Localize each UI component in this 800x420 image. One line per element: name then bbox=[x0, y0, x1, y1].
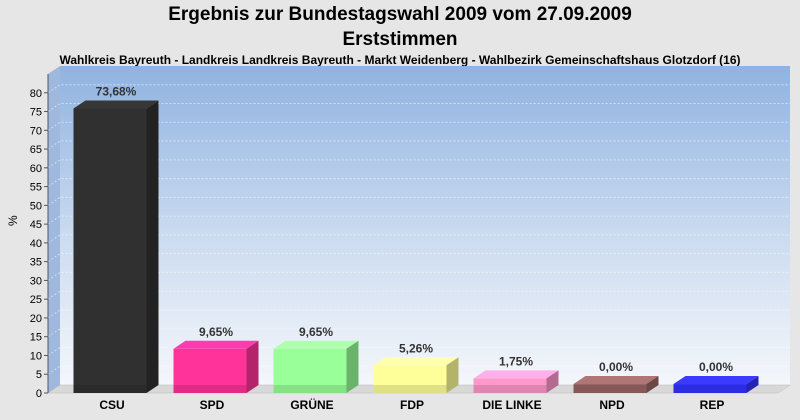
y-tick-label: 80 bbox=[30, 88, 42, 100]
chart-location-subtitle: Wahlkreis Bayreuth - Landkreis Landkreis… bbox=[59, 53, 741, 67]
x-category-label: DIE LINKE bbox=[482, 398, 541, 412]
y-tick-label: 75 bbox=[30, 107, 42, 119]
gridline bbox=[47, 178, 790, 188]
y-tick-label: 55 bbox=[30, 182, 42, 194]
data-label: 0,00% bbox=[599, 360, 633, 374]
bar-fdp bbox=[373, 357, 459, 393]
gridline bbox=[47, 271, 790, 281]
gridline bbox=[47, 84, 790, 94]
gridline bbox=[47, 309, 790, 319]
gridline bbox=[47, 253, 790, 263]
data-label: 9,65% bbox=[299, 325, 333, 339]
gridline bbox=[47, 103, 790, 112]
bar-csu bbox=[73, 100, 159, 394]
gridline bbox=[47, 159, 790, 169]
x-category-label: SPD bbox=[200, 398, 225, 412]
gridline bbox=[47, 196, 790, 206]
data-label: 9,65% bbox=[199, 325, 233, 339]
bar-gr-ne bbox=[273, 340, 359, 393]
data-label: 73,68% bbox=[96, 84, 137, 98]
y-tick-label: 0 bbox=[36, 388, 42, 400]
y-tick-label: 65 bbox=[30, 144, 42, 156]
y-tick-label: 10 bbox=[30, 350, 42, 362]
y-tick-label: 35 bbox=[30, 257, 42, 269]
bar-die-linke bbox=[473, 370, 559, 393]
y-tick-label: 25 bbox=[30, 294, 42, 306]
y-tick-label: 60 bbox=[30, 163, 42, 175]
gridline bbox=[47, 328, 790, 338]
chart-title: Ergebnis zur Bundestagswahl 2009 vom 27.… bbox=[168, 4, 632, 25]
plot-side-wall bbox=[48, 66, 60, 393]
bar-npd bbox=[573, 376, 659, 393]
x-category-label: REP bbox=[700, 398, 725, 412]
y-tick-label: 40 bbox=[30, 238, 42, 250]
gridline bbox=[47, 121, 790, 131]
gridline bbox=[47, 140, 790, 150]
x-category-label: GRÜNE bbox=[290, 397, 333, 412]
chart-subtitle: Erststimmen bbox=[342, 29, 458, 50]
y-tick-label: 30 bbox=[30, 275, 42, 287]
bar-spd bbox=[173, 340, 259, 393]
bar-rep bbox=[673, 376, 759, 393]
data-label: 5,26% bbox=[399, 341, 433, 355]
y-tick-label: 20 bbox=[30, 313, 42, 325]
gridline bbox=[47, 346, 790, 356]
x-category-label: CSU bbox=[99, 398, 124, 412]
y-tick-label: 70 bbox=[30, 125, 42, 137]
gridline bbox=[47, 365, 790, 375]
x-category-label: NPD bbox=[599, 398, 625, 412]
gridline bbox=[47, 234, 790, 244]
gridline bbox=[47, 215, 790, 225]
x-category-label: FDP bbox=[400, 398, 424, 412]
y-tick-label: 50 bbox=[30, 200, 42, 212]
y-tick-label: 45 bbox=[30, 219, 42, 231]
y-tick-label: 15 bbox=[30, 332, 42, 344]
plot-background bbox=[60, 66, 790, 385]
data-label: 1,75% bbox=[499, 354, 533, 368]
y-tick-label: 5 bbox=[36, 369, 42, 381]
gridline bbox=[47, 290, 790, 300]
data-label: 0,00% bbox=[699, 360, 733, 374]
